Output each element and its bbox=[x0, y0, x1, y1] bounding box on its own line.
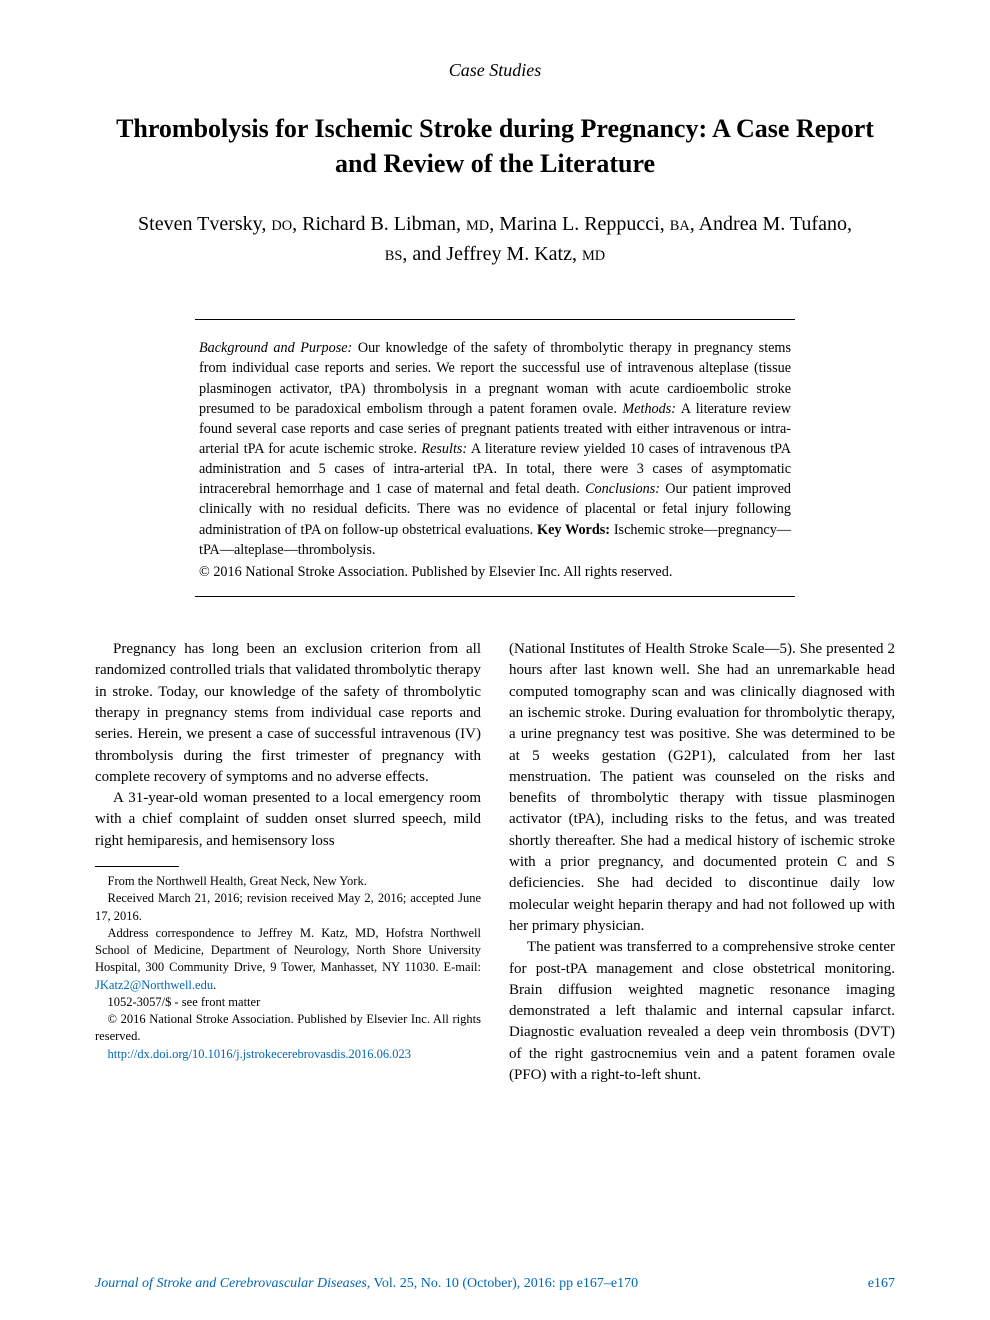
footnotes-block: From the Northwell Health, Great Neck, N… bbox=[95, 873, 481, 1063]
authors-line: Steven Tversky, DO, Richard B. Libman, M… bbox=[95, 209, 895, 269]
footnote-received: Received March 21, 2016; revision receiv… bbox=[95, 890, 481, 925]
body-paragraph: (National Institutes of Health Stroke Sc… bbox=[509, 639, 895, 937]
journal-detail: , Vol. 25, No. 10 (October), 2016: pp e1… bbox=[367, 1276, 638, 1291]
right-column: (National Institutes of Health Stroke Sc… bbox=[509, 639, 895, 1086]
abstract-text: Background and Purpose: Our knowledge of… bbox=[199, 340, 791, 558]
abstract-block: Background and Purpose: Our knowledge of… bbox=[195, 319, 795, 597]
body-columns: Pregnancy has long been an exclusion cri… bbox=[95, 639, 895, 1086]
footnote-doi: http://dx.doi.org/10.1016/j.jstrokecereb… bbox=[95, 1046, 481, 1063]
footnote-copyright: © 2016 National Stroke Association. Publ… bbox=[95, 1011, 481, 1046]
body-paragraph: Pregnancy has long been an exclusion cri… bbox=[95, 639, 481, 788]
footnote-correspondence: Address correspondence to Jeffrey M. Kat… bbox=[95, 925, 481, 994]
section-label: Case Studies bbox=[95, 60, 895, 81]
body-paragraph: A 31-year-old woman presented to a local… bbox=[95, 788, 481, 852]
corr-email-link[interactable]: JKatz2@Northwell.edu bbox=[95, 978, 213, 992]
footnote-corr-text: Address correspondence to Jeffrey M. Kat… bbox=[95, 926, 481, 975]
doi-link[interactable]: http://dx.doi.org/10.1016/j.jstrokecereb… bbox=[108, 1047, 412, 1061]
left-column: Pregnancy has long been an exclusion cri… bbox=[95, 639, 481, 1086]
journal-name: Journal of Stroke and Cerebrovascular Di… bbox=[95, 1276, 367, 1291]
page-footer: Journal of Stroke and Cerebrovascular Di… bbox=[95, 1276, 895, 1292]
footnote-affiliation: From the Northwell Health, Great Neck, N… bbox=[95, 873, 481, 890]
page-number: e167 bbox=[868, 1276, 895, 1292]
journal-citation: Journal of Stroke and Cerebrovascular Di… bbox=[95, 1276, 638, 1292]
article-title: Thrombolysis for Ischemic Stroke during … bbox=[95, 111, 895, 181]
abstract-copyright: © 2016 National Stroke Association. Publ… bbox=[199, 562, 791, 582]
footnote-rule bbox=[95, 866, 179, 867]
body-paragraph: The patient was transferred to a compreh… bbox=[509, 937, 895, 1086]
footnote-front-matter: 1052-3057/$ - see front matter bbox=[95, 994, 481, 1011]
